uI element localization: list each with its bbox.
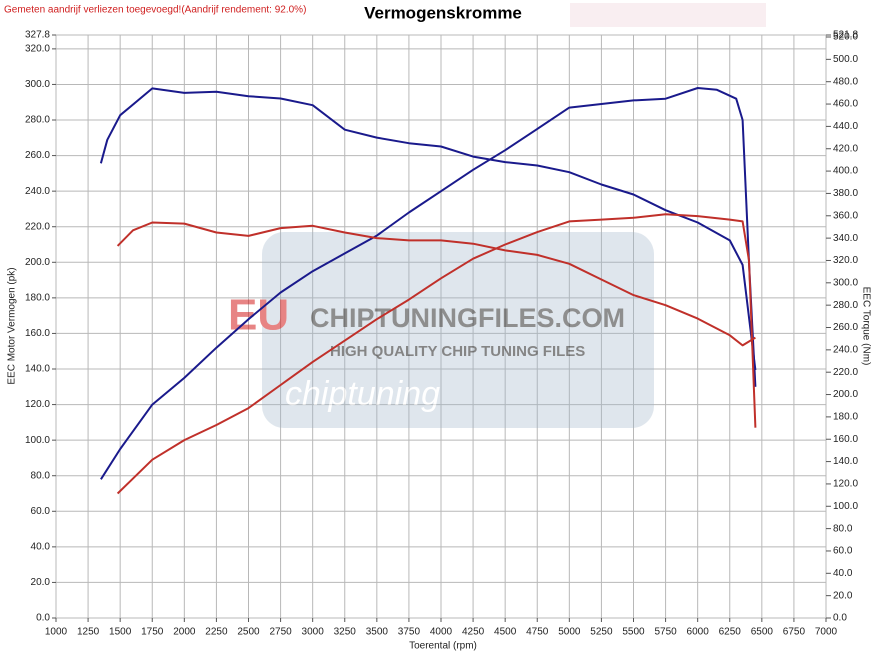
watermark-word: chiptuning (285, 375, 440, 413)
x-tick-label: 1750 (141, 627, 164, 638)
x-tick-label: 5500 (622, 627, 645, 638)
y2-tick-label: 140.0 (833, 456, 858, 467)
watermark-shape (262, 232, 654, 428)
series-line (100, 87, 757, 480)
y2-tick-label: 280.0 (833, 300, 858, 311)
y2-tick-label: 320.0 (833, 255, 858, 266)
y2-tick-label: 220.0 (833, 367, 858, 378)
y-tick-label: 160.0 (25, 328, 50, 339)
y-tick-label: 0.0 (36, 613, 50, 624)
y2-tick-label: 0.0 (833, 613, 847, 624)
series-line (116, 221, 756, 347)
x-tick-label: 2500 (237, 627, 260, 638)
y2-tick-label: 480.0 (833, 76, 858, 87)
y2-tick-label: 260.0 (833, 322, 858, 333)
y2-tick-label: 520.0 (833, 32, 858, 43)
y2-axis-label: EEC Torque (Nm) (860, 287, 871, 366)
annotation: Gemeten aandrijf verliezen toegevoegd!(A… (4, 5, 306, 16)
y-tick-label: 120.0 (25, 399, 50, 410)
series-line (99, 87, 757, 371)
x-tick-label: 6250 (719, 627, 742, 638)
x-tick-label: 4000 (430, 627, 453, 638)
y2-tick-label: 521.8 (833, 30, 858, 41)
y2-tick-label: 340.0 (833, 233, 858, 244)
y2-tick-label: 120.0 (833, 479, 858, 490)
x-tick-label: 2750 (269, 627, 292, 638)
x-tick-label: 6750 (783, 627, 806, 638)
y-tick-label: 40.0 (31, 541, 51, 552)
y2-tick-label: 460.0 (833, 99, 858, 110)
y-tick-label: 80.0 (31, 470, 51, 481)
x-tick-label: 6000 (687, 627, 710, 638)
y-tick-label: 200.0 (25, 257, 50, 268)
y2-tick-label: 20.0 (833, 590, 853, 601)
x-tick-label: 3000 (302, 627, 325, 638)
y-tick-label: 260.0 (25, 150, 50, 161)
x-axis-label: Toerental (rpm) (409, 641, 477, 652)
x-tick-label: 4750 (526, 627, 549, 638)
y2-tick-label: 440.0 (833, 121, 858, 132)
y-tick-label: 327.8 (25, 30, 50, 41)
y-tick-label: 140.0 (25, 364, 50, 375)
x-tick-label: 3750 (398, 627, 421, 638)
series-line (116, 213, 757, 495)
x-tick-label: 6500 (751, 627, 774, 638)
x-tick-label: 2250 (205, 627, 228, 638)
y2-tick-label: 420.0 (833, 143, 858, 154)
y2-tick-label: 300.0 (833, 277, 858, 288)
y2-tick-label: 240.0 (833, 344, 858, 355)
y2-tick-label: 200.0 (833, 389, 858, 400)
y2-tick-label: 160.0 (833, 434, 858, 445)
x-tick-label: 1500 (109, 627, 132, 638)
x-tick-label: 4500 (494, 627, 517, 638)
y-tick-label: 220.0 (25, 221, 50, 232)
watermark-logo: EU (228, 291, 289, 340)
y2-tick-label: 500.0 (833, 54, 858, 65)
y2-tick-label: 80.0 (833, 523, 853, 534)
y-tick-label: 100.0 (25, 435, 50, 446)
y-axis-label: EEC Motor Vermogen (pk) (7, 267, 18, 384)
x-tick-label: 5000 (558, 627, 581, 638)
y-tick-label: 20.0 (31, 577, 51, 588)
x-tick-label: 2000 (173, 627, 196, 638)
y-tick-label: 240.0 (25, 186, 50, 197)
x-tick-label: 5250 (590, 627, 613, 638)
y2-tick-label: 100.0 (833, 501, 858, 512)
y-tick-label: 60.0 (31, 506, 51, 517)
y2-tick-label: 180.0 (833, 412, 858, 423)
x-tick-label: 5750 (654, 627, 677, 638)
y2-tick-label: 400.0 (833, 166, 858, 177)
x-tick-label: 3500 (366, 627, 389, 638)
y2-tick-label: 360.0 (833, 210, 858, 221)
y2-tick-label: 60.0 (833, 546, 853, 557)
header-box (570, 3, 766, 27)
x-tick-label: 1000 (45, 627, 68, 638)
x-tick-label: 7000 (815, 627, 838, 638)
y-tick-label: 300.0 (25, 79, 50, 90)
watermark: EU CHIPTUNINGFILES.COM HIGH QUALITY CHIP… (228, 232, 654, 428)
y2-tick-label: 380.0 (833, 188, 858, 199)
x-tick-label: 1250 (77, 627, 100, 638)
y-tick-label: 320.0 (25, 44, 50, 55)
chart-title: Vermogenskromme (364, 3, 522, 22)
x-tick-label: 3250 (334, 627, 357, 638)
watermark-site: CHIPTUNINGFILES.COM (310, 303, 625, 333)
y2-tick-label: 40.0 (833, 568, 853, 579)
y-tick-label: 280.0 (25, 115, 50, 126)
watermark-tagline: HIGH QUALITY CHIP TUNING FILES (330, 343, 585, 360)
x-tick-label: 4250 (462, 627, 485, 638)
y-tick-label: 180.0 (25, 293, 50, 304)
